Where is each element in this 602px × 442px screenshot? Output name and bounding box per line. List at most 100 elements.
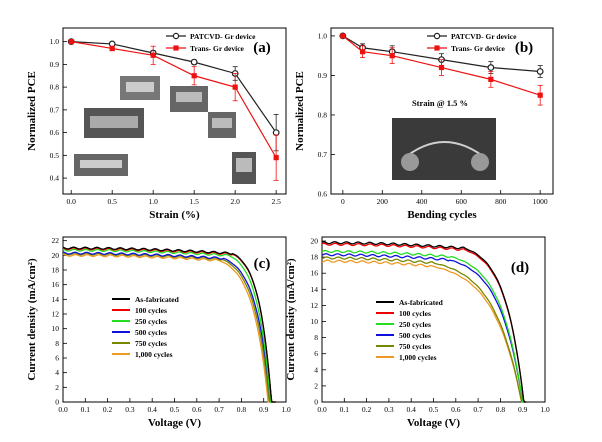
y-tick-label: 20 (311, 237, 319, 246)
legend-label: 750 cycles (399, 342, 431, 351)
y-tick-label: 0.9 (318, 71, 328, 80)
series-line (71, 41, 277, 133)
y-tick-label: 12 (311, 301, 319, 310)
x-tick-label: 2.5 (271, 197, 281, 206)
legend-marker (173, 45, 179, 51)
x-tick-label: 0.6 (451, 405, 461, 414)
legend-label: 100 cycles (399, 309, 431, 318)
panel-b-bending-chart: 0 200 400 600 800 1000 0.6 0.7 0.8 0.9 1.0 Bending … (294, 27, 554, 221)
y-tick-label: 2 (55, 383, 59, 392)
jv-curve (321, 253, 526, 403)
y-tick-label: 0.7 (50, 105, 60, 114)
y-tick-label: 0.6 (318, 190, 328, 199)
panel-a-strain-chart: 0.0 0.5 1.0 1.5 2.0 2.5 0.4 0.5 0.6 0.7 0.8 0.9 1.0 S… (26, 27, 287, 221)
y-tick-label: 1.0 (50, 37, 60, 46)
y-tick-label: 14 (311, 285, 319, 294)
jv-curve (321, 256, 525, 403)
x-tick-label: 0.7 (214, 405, 224, 414)
legend-marker (434, 45, 440, 51)
x-tick-label: 1.0 (281, 405, 291, 414)
plot-frame (62, 27, 287, 195)
x-axis-label: Bending cycles (407, 209, 477, 221)
x-tick-label: 0.5 (108, 197, 118, 206)
x-tick-label: 0.5 (170, 405, 180, 414)
x-tick-label: 0.9 (259, 405, 269, 414)
x-tick-label: 0.4 (148, 405, 158, 414)
x-tick-label: 0.3 (384, 405, 394, 414)
y-tick-label: 4 (55, 368, 59, 377)
data-point (191, 73, 197, 79)
legend-label: PATCVD- Gr device (451, 32, 517, 41)
strain-annotation: Strain @ 1.5 % (412, 98, 468, 108)
x-tick-label: 200 (377, 197, 389, 206)
panel-d-jv-chart: 0.0 0.1 0.2 0.3 0.4 0.5 0.6 0.7 0.8 0.9 1.0 0 2 4 6 8 10… (285, 236, 550, 429)
x-tick-label: 1.0 (540, 405, 550, 414)
y-tick-label: 4 (314, 365, 318, 374)
legend-label: 750 cycles (135, 339, 167, 348)
x-tick-label: 0.9 (518, 405, 528, 414)
data-point (150, 52, 156, 58)
bending-photo-inset (392, 118, 496, 180)
jv-curve (321, 249, 526, 403)
data-point (68, 39, 74, 45)
jv-curve (321, 241, 527, 403)
data-point (359, 49, 366, 55)
legend-label: 1,000 cycles (135, 350, 173, 359)
y-tick-label: 18 (311, 253, 319, 262)
y-tick-label: 12 (52, 310, 60, 319)
data-point (389, 53, 395, 59)
jv-curve (62, 253, 272, 403)
x-tick-label: 0.2 (362, 405, 372, 414)
legend-marker (433, 32, 441, 40)
plot-frame (62, 236, 287, 403)
jv-curve (62, 252, 274, 403)
x-axis-label: Voltage (V) (148, 417, 201, 429)
data-point (273, 155, 279, 161)
panel-c-jv-chart: 0.0 0.1 0.2 0.3 0.4 0.5 0.6 0.7 0.8 0.9 1.0 0 2 4 6 8 10… (26, 236, 291, 429)
data-point (232, 84, 238, 90)
y-tick-label: 0.8 (50, 83, 60, 92)
legend-label: As-fabricated (399, 298, 444, 307)
legend-label: Trans- Gr device (190, 44, 245, 53)
x-tick-label: 1.5 (189, 197, 199, 206)
data-point (438, 64, 445, 71)
data-point (109, 45, 115, 52)
data-point (537, 92, 543, 98)
jv-curve (321, 242, 527, 403)
y-tick-label: 0.5 (50, 151, 60, 160)
legend-label: As-fabricated (135, 295, 180, 304)
y-tick-label: 6 (55, 354, 59, 363)
panel-label: (b) (515, 40, 533, 56)
x-tick-label: 0.6 (192, 405, 202, 414)
x-tick-label: 1.0 (148, 197, 158, 206)
x-tick-label: 0.2 (103, 405, 113, 414)
y-axis-label: Normalized PCE (294, 71, 306, 151)
data-point (340, 33, 346, 39)
y-tick-label: 0.8 (318, 110, 328, 119)
device-photo-insets (74, 76, 256, 184)
x-tick-label: 0.8 (237, 405, 247, 414)
y-tick-label: 20 (52, 251, 60, 260)
x-tick-label: 600 (456, 197, 468, 206)
y-tick-label: 0.4 (50, 174, 60, 183)
y-tick-label: 0.9 (50, 60, 60, 69)
y-tick-label: 0.7 (318, 150, 328, 159)
series-line (71, 41, 277, 158)
x-axis-label: Voltage (V) (407, 417, 460, 429)
y-axis-label: Normalized PCE (26, 71, 38, 151)
x-tick-label: 400 (416, 197, 428, 206)
x-tick-label: 0.8 (496, 405, 506, 414)
legend-label: 250 cycles (399, 320, 431, 329)
legend-label: 100 cycles (135, 306, 167, 315)
y-tick-label: 18 (52, 266, 60, 275)
series-line (342, 35, 541, 96)
x-tick-label: 0.1 (340, 405, 350, 414)
y-tick-label: 8 (55, 339, 59, 348)
jv-curve (321, 259, 524, 403)
y-tick-label: 10 (52, 324, 60, 333)
series-line (342, 35, 541, 73)
x-tick-label: 0.1 (81, 405, 91, 414)
jv-curve (62, 246, 277, 403)
x-tick-label: 0.0 (317, 405, 327, 414)
